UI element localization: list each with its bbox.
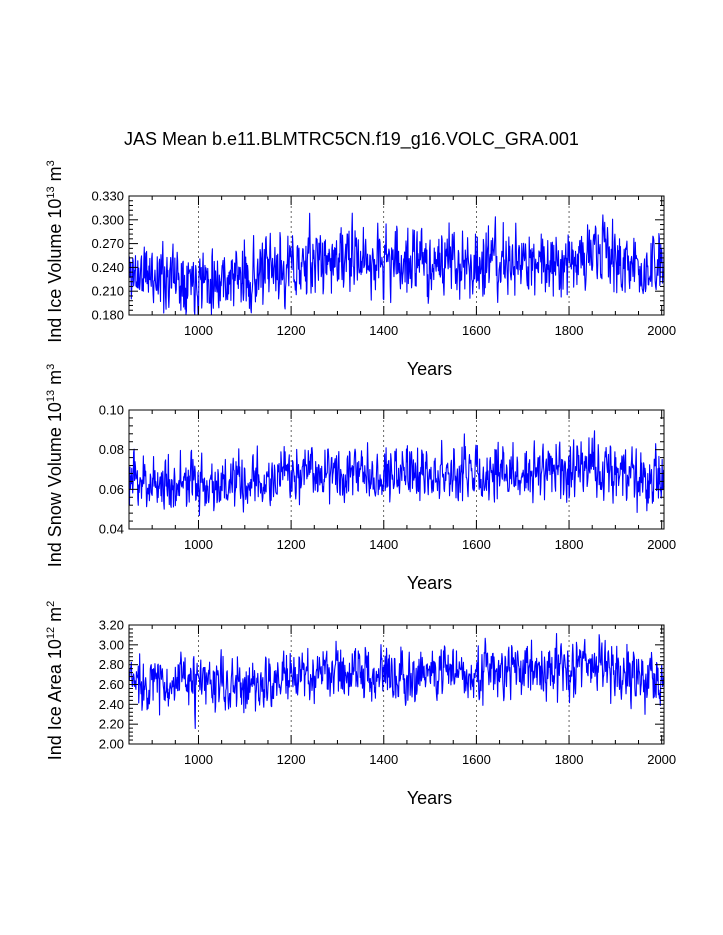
x-tick-label: 1800 <box>555 752 584 767</box>
chart-panel-3: 1000 1200 1400 1600 1800 2000 2.00 2.20 2.40 2.60… <box>45 601 676 808</box>
x-tick-label: 1600 <box>462 537 491 552</box>
x-tick-label: 1800 <box>555 537 584 552</box>
x-axis-label: Years <box>407 573 452 593</box>
plot-frame <box>128 195 665 316</box>
y-tick-label: 3.00 <box>99 637 124 652</box>
chart-panel-2: 1000 1200 1400 1600 1800 2000 0.04 0.06 0.08 0.10… <box>45 364 676 593</box>
y-tick-label: 0.300 <box>91 212 124 227</box>
y-tick-label: 2.20 <box>99 717 124 732</box>
y-tick-label: 0.210 <box>91 284 124 299</box>
x-tick-label: 1600 <box>462 752 491 767</box>
y-tick-label: 0.180 <box>91 308 124 323</box>
series-line <box>128 212 665 316</box>
y-tick-label: 0.04 <box>99 522 124 537</box>
y-tick-label: 0.240 <box>91 260 124 275</box>
x-tick-label: 2000 <box>647 323 676 338</box>
x-tick-label: 1000 <box>184 537 213 552</box>
y-tick-label: 3.20 <box>99 618 124 633</box>
x-tick-label: 2000 <box>647 537 676 552</box>
y-tick-label: 0.08 <box>99 442 124 457</box>
y-axis-label: Ind Ice Area 1012 m2 <box>45 601 65 760</box>
y-tick-label: 0.270 <box>91 236 124 251</box>
y-tick-label: 0.330 <box>91 189 124 204</box>
x-tick-label: 2000 <box>647 752 676 767</box>
page-title: JAS Mean b.e11.BLMTRC5CN.f19_g16.VOLC_GR… <box>124 129 579 149</box>
y-axis-label: Ind Snow Volume 1013 m3 <box>45 364 65 568</box>
y-axis-label: Ind Ice Volume 1013 m3 <box>45 160 65 342</box>
x-tick-label: 1400 <box>369 537 398 552</box>
y-tick-label: 0.06 <box>99 482 124 497</box>
plot-frame <box>128 409 665 530</box>
x-tick-label: 1400 <box>369 323 398 338</box>
y-tick-label: 2.00 <box>99 737 124 752</box>
series-line <box>128 430 665 517</box>
x-tick-label: 1200 <box>277 537 306 552</box>
x-tick-label: 1600 <box>462 323 491 338</box>
x-tick-label: 1800 <box>555 323 584 338</box>
x-tick-label: 1200 <box>277 752 306 767</box>
x-tick-label: 1200 <box>277 323 306 338</box>
x-axis-label: Years <box>407 788 452 808</box>
y-tick-label: 0.10 <box>99 403 124 418</box>
x-tick-label: 1400 <box>369 752 398 767</box>
series-line <box>128 632 665 730</box>
x-axis-label: Years <box>407 359 452 379</box>
y-tick-label: 2.80 <box>99 657 124 672</box>
x-tick-label: 1000 <box>184 752 213 767</box>
chart-panel-1: 1000 1200 1400 1600 1800 2000 0.180 0.210 0.240 0… <box>45 160 676 379</box>
y-tick-label: 2.60 <box>99 677 124 692</box>
x-tick-label: 1000 <box>184 323 213 338</box>
y-tick-label: 2.40 <box>99 697 124 712</box>
